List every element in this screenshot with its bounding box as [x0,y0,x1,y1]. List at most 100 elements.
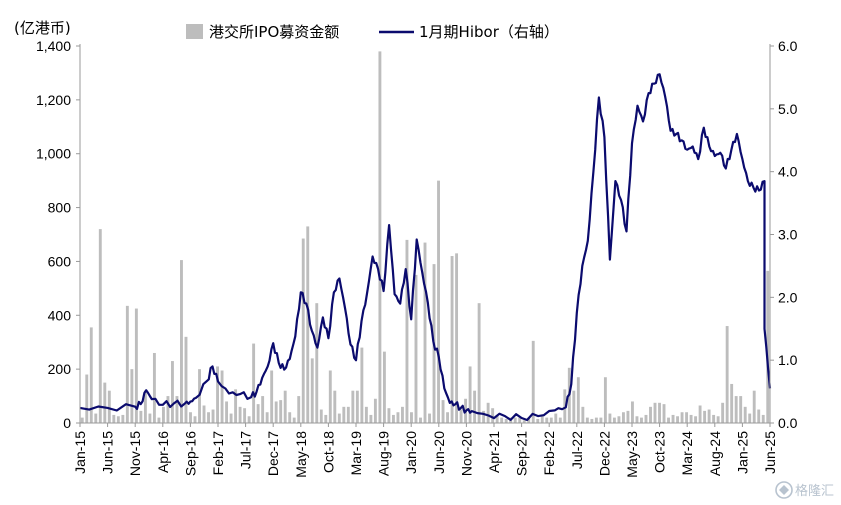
ipo-bar [373,398,377,423]
ipo-bar [423,242,427,423]
ipo-bar [279,400,283,423]
y-left-unit-label: (亿港币) [14,19,71,37]
ipo-bar [211,409,215,423]
ipo-bar [419,417,422,423]
ipo-bar [180,260,183,423]
ipo-bar [189,412,192,423]
ipo-bar [468,366,472,423]
ipo-bar [166,396,170,423]
ipo-bar [662,404,666,423]
ipo-bar [640,417,643,423]
ipo-bar [89,327,93,423]
ipo-bar [653,402,657,423]
ipo-bar [585,417,589,423]
legend-label-ipo: 港交所IPO募资金额 [209,23,339,41]
ipo-bar [256,404,260,423]
ipo-bar [513,417,517,423]
x-tick-label: Jan-25 [734,431,750,474]
x-tick-label: May-18 [293,431,309,478]
ipo-bar [85,374,89,423]
ipo-bar [545,417,549,423]
ipo-bar [405,239,409,423]
y-left-tick-labels: 0 200 400 600 800 1,000 1,200 1,400 [36,38,71,431]
ipo-bar [184,336,188,423]
ipo-bar [125,305,129,423]
ipo-bar [391,414,395,423]
ipo-bar [599,417,603,423]
ipo-bar [644,414,648,423]
ipo-bar [216,366,219,423]
ipo-bar [337,413,341,423]
ipo-bar [207,412,210,423]
ipo-bar [297,396,301,423]
ipo-bar [635,416,639,423]
ipo-bar [103,382,107,423]
hibor-line-layer [79,73,772,422]
ipo-bar [689,414,693,423]
ipo-bar [152,352,156,423]
ipo-bars [80,51,770,423]
ipo-bar [649,406,652,423]
ipo-bar [148,413,152,423]
ipo-bar [698,405,702,423]
ipo-bar [473,390,477,423]
ipo-bar [707,409,711,423]
y-right-tick-label: 2.0 [778,289,798,305]
x-tick-labels: Jan-15 Jun-15 Nov-15 Apr-16 Sep-16 Feb-17 Jul-… [72,431,778,478]
y-left-tick-label: 200 [48,361,72,377]
ipo-bar [315,303,319,423]
ipo-bar [171,361,174,423]
ipo-bar [531,340,535,423]
ipo-bar [626,410,630,423]
ipo-bar [351,390,355,423]
ipo-bar [734,396,738,423]
x-tick-label: Mar-24 [679,431,695,476]
ipo-bar [410,412,413,423]
x-tick-label: May-23 [624,431,640,478]
ipo-bar [739,396,743,423]
ipo-bar [725,326,729,423]
x-tick-label: Dec-22 [596,431,612,476]
ipo-bar [477,303,481,423]
x-tick-label: Apr-16 [155,431,171,473]
ipo-bar [766,270,770,423]
ipo-bar [261,396,265,423]
x-tick-label: Jan-20 [403,431,419,474]
x-tick-label: Nov-20 [458,431,474,476]
y-left-tick-label: 1,400 [36,38,71,54]
y-right-tick-label: 4.0 [778,164,798,180]
legend-label-hibor: 1月期Hibor（右轴） [419,23,559,41]
ipo-bar [121,414,125,423]
ipo-bar [450,256,454,423]
ipo-bar [576,377,580,423]
ipo-bar [324,414,328,423]
ipo-bar [270,370,274,423]
ipo-bar [631,401,634,423]
ipo-bar [671,414,675,423]
ipo-bar [486,402,490,423]
x-tick-label: Apr-21 [486,431,502,473]
ipo-bar [612,417,616,423]
ipo-bar [536,418,540,423]
ipo-bar [238,406,242,423]
ipo-bar [364,406,368,423]
ipo-bar [369,414,373,423]
ipo-bar [558,417,562,423]
y-left-tick-label: 0 [63,415,71,431]
ipo-bar [518,417,522,423]
y-left-tick-label: 400 [48,307,72,323]
ipo-bar [202,405,206,423]
ipo-bar [360,347,364,423]
ipo-bar [703,410,707,423]
ipo-bar [554,413,558,423]
ipo-bar [437,180,440,423]
x-tick-label: Jul-17 [238,431,254,469]
ipo-bar [527,417,531,423]
ipo-bar [608,413,612,423]
x-tick-label: Aug-19 [376,431,392,476]
ipo-bar [491,408,495,423]
ipo-bar [621,412,625,423]
ipo-bar [94,413,98,423]
ipo-bar [288,412,292,423]
